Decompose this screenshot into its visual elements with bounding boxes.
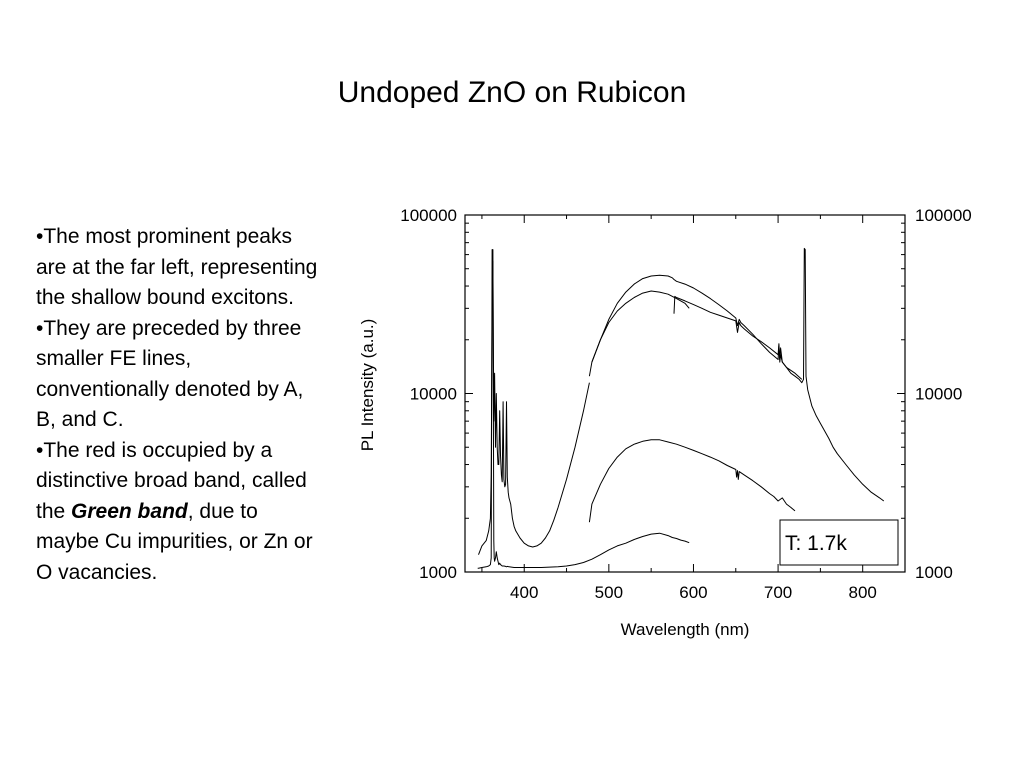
y-tick-label-left: 1000 [419, 563, 457, 582]
spectrum-line-6 [588, 439, 796, 523]
bullet-item: •The most prominent peaks are at the far… [36, 222, 326, 314]
spectrum-line-2 [478, 260, 590, 555]
bullet-item: •The red is occupied by a distinctive br… [36, 436, 326, 589]
x-tick-label: 400 [510, 583, 538, 602]
bullet-text-after: , due to maybe Cu impurities, or Zn or O… [36, 499, 313, 584]
axis-tick-labels: 400 500 600 700 800 1000 1000 10000 10000 100000 1… [400, 206, 971, 602]
y-axis-label: PL Intensity (a.u.) [358, 319, 377, 452]
x-tick-label: 700 [764, 583, 792, 602]
bullet-text: •They are preceded by three smaller FE l… [36, 316, 304, 432]
bullet-emphasis-green-band: Green band [71, 499, 188, 523]
pl-spectrum-chart: 400 500 600 700 800 1000 1000 10000 10000 100000 1… [358, 206, 972, 639]
y-tick-label-right: 10000 [915, 385, 962, 404]
y-tick-label-left: 100000 [400, 206, 457, 225]
bullet-list: •The most prominent peaks are at the far… [36, 222, 326, 588]
axis-ticks [465, 214, 906, 573]
bullet-text: •The most prominent peaks are at the far… [36, 225, 318, 309]
x-axis-label: Wavelength (nm) [621, 620, 750, 639]
spectrum-lines [477, 247, 885, 569]
slide-title: Undoped ZnO on Rubicon [337, 76, 687, 109]
bullet-text: •The red is occupied by a distinctive br… [36, 438, 307, 523]
x-tick-label: 500 [595, 583, 623, 602]
spectrum-line-4 [591, 247, 885, 502]
x-tick-label: 600 [679, 583, 707, 602]
annotation-box [779, 519, 899, 566]
plot-frame [464, 214, 906, 573]
spectrum-line-1 [477, 249, 690, 569]
y-tick-label-left: 10000 [410, 385, 457, 404]
y-tick-label-right: 100000 [915, 206, 972, 225]
spectrum-line-5 [673, 295, 803, 380]
y-tick-label-right: 1000 [915, 563, 953, 582]
bullet-item: •They are preceded by three smaller FE l… [36, 314, 326, 436]
x-tick-label: 800 [849, 583, 877, 602]
temperature-annotation: T: 1.7k [785, 532, 847, 555]
